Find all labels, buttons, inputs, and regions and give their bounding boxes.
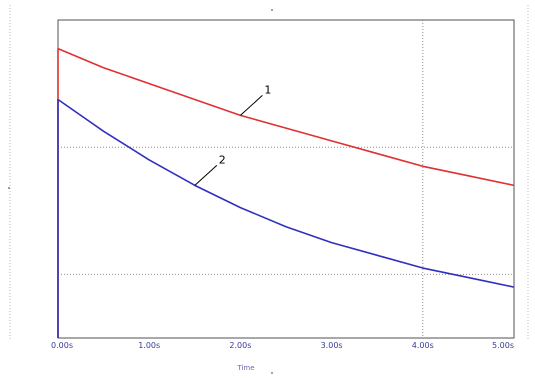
annotation-leader-1	[240, 95, 263, 116]
annotation-label-2: 2	[219, 153, 226, 166]
x-tick-label-3: 3.00s	[321, 341, 343, 350]
x-axis-title: Time	[236, 364, 254, 372]
x-tick-label-0: 0.00s	[51, 341, 73, 350]
x-tick-label-5: 5.00s	[492, 341, 514, 350]
series-line-2	[57, 98, 515, 338]
x-tick-labels: 0.00s 1.00s 2.00s 3.00s 4.00s 5.00s	[51, 341, 514, 350]
annotation-label-1: 1	[264, 83, 271, 96]
x-tick-label-1: 1.00s	[138, 341, 160, 350]
series-line-1	[57, 47, 515, 338]
annotation-layer: 12	[194, 83, 271, 186]
plot-area	[57, 19, 515, 339]
series-layer	[57, 47, 515, 338]
x-tick-label-4: 4.00s	[412, 341, 434, 350]
grid	[58, 20, 514, 338]
annotation-leader-2	[194, 164, 218, 186]
outer-frame	[8, 5, 529, 374]
x-tick-label-2: 2.00s	[229, 341, 251, 350]
